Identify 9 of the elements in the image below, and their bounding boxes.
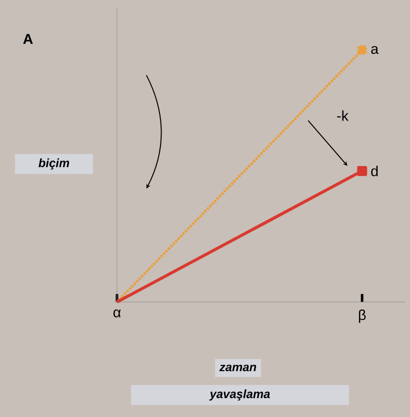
annotation: biçim bbox=[38, 158, 70, 170]
series-label: a bbox=[371, 46, 379, 54]
x-tick-label: α bbox=[113, 310, 121, 318]
text: yavaşlama bbox=[209, 389, 270, 401]
x-axis-title: zaman bbox=[219, 364, 256, 372]
series-label: d bbox=[371, 166, 378, 176]
annotation: -k bbox=[337, 110, 348, 121]
x-tick-label: β bbox=[358, 310, 366, 323]
y-axis-title: A bbox=[23, 34, 33, 44]
